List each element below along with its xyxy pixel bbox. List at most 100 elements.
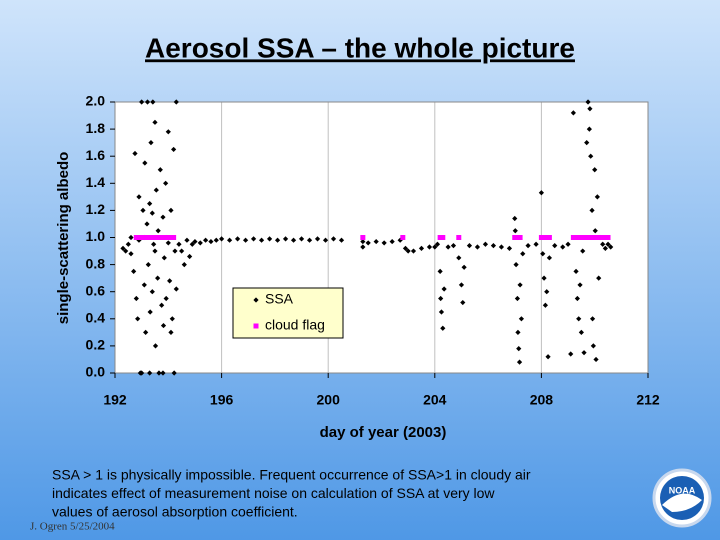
ssa-point — [574, 295, 580, 302]
ssa-point — [525, 243, 531, 249]
ssa-point — [538, 190, 544, 196]
cloud-flag-point — [360, 235, 366, 240]
ssa-point — [490, 243, 497, 249]
ssa-point — [389, 238, 395, 245]
cloud-flag-point — [584, 235, 590, 240]
y-tick-label: 1.2 — [86, 201, 106, 217]
ssa-point — [187, 253, 193, 260]
ssa-point — [159, 302, 165, 308]
ssa-point — [149, 289, 155, 295]
ssa-point — [360, 244, 366, 250]
ssa-point — [197, 240, 203, 246]
x-tick-label: 196 — [210, 392, 234, 408]
cloud-flag-point — [541, 235, 547, 240]
ssa-point — [592, 228, 598, 234]
cloud-flag-point — [163, 235, 169, 240]
ssa-point — [163, 180, 169, 186]
ssa-point — [440, 325, 446, 331]
ssa-point — [573, 268, 579, 274]
legend-swatch — [253, 323, 259, 329]
y-tick-label: 0.8 — [86, 255, 106, 271]
ssa-point — [145, 262, 151, 268]
ssa-point — [592, 167, 598, 173]
legend-swatch — [253, 297, 259, 303]
cloud-flag-point — [149, 235, 155, 240]
ssa-point — [586, 126, 592, 132]
ssa-point — [144, 99, 151, 105]
y-tick-label: 0.2 — [86, 337, 106, 353]
ssa-point — [160, 322, 167, 329]
ssa-point — [168, 329, 174, 335]
y-tick-label: 0.4 — [86, 310, 106, 326]
ssa-point — [513, 262, 519, 268]
ssa-point — [147, 370, 153, 376]
cloud-flag-point — [157, 235, 163, 240]
ssa-point — [155, 275, 161, 281]
ssa-point — [432, 244, 438, 250]
cloud-flag-point — [133, 235, 139, 240]
ssa-point — [402, 245, 409, 251]
ssa-point — [152, 248, 158, 254]
cloud-flag-point — [144, 235, 150, 240]
ssa-point — [596, 275, 602, 281]
note-line: values of aerosol absorption coefficient… — [52, 504, 298, 520]
ssa-point — [589, 316, 596, 322]
credit: J. Ogren 5/25/2004 — [30, 521, 115, 533]
ssa-point — [540, 251, 546, 257]
ssa-point — [560, 244, 566, 250]
legend — [232, 287, 344, 339]
legend-entries: SSA cloud flag — [253, 291, 325, 333]
logo-wave — [662, 493, 702, 512]
ssa-point — [542, 302, 548, 308]
ssa-point — [155, 228, 161, 234]
ssa-point — [576, 316, 582, 322]
ssa-point — [132, 150, 138, 157]
y-axis-label: single-scattering albedo — [55, 152, 72, 325]
ssa-point — [426, 244, 433, 250]
ssa-point — [360, 238, 366, 245]
cloud-flag-point — [602, 235, 608, 240]
ssa-point — [147, 201, 153, 207]
ssa-point — [139, 99, 145, 105]
ssa-point — [397, 237, 403, 243]
ssa-point — [152, 119, 158, 125]
ssa-point — [139, 370, 145, 376]
cloud-flag-point — [512, 235, 518, 240]
cloud-flag-point — [168, 235, 174, 240]
cloud-flag-point — [136, 235, 142, 240]
cloud-flag-point — [600, 235, 606, 240]
ssa-point — [152, 343, 159, 349]
y-tick-label: 1.6 — [86, 147, 106, 163]
ssa-point — [516, 359, 523, 365]
ssa-point — [545, 354, 551, 360]
ssa-point — [151, 241, 157, 247]
ssa-point — [584, 140, 590, 146]
y-tick-label: 2.0 — [86, 93, 106, 109]
cloud-flag-point — [400, 235, 406, 240]
ssa-point — [461, 264, 467, 270]
ssa-point — [266, 236, 273, 242]
ssa-point — [581, 350, 587, 356]
ssa-point — [181, 262, 187, 268]
legend-label: cloud flag — [265, 317, 325, 333]
ssa-point — [135, 316, 141, 322]
x-tick-label: 208 — [530, 392, 554, 408]
ssa-point — [438, 295, 444, 302]
ssa-point — [418, 245, 425, 251]
ssa-point — [213, 237, 219, 243]
ssa-point — [338, 237, 345, 243]
ssa-point — [587, 106, 593, 112]
x-tick-label: 192 — [103, 392, 127, 408]
ssa-point — [314, 236, 321, 242]
cloud-flag-point — [576, 235, 582, 240]
cloud-flag-point — [589, 235, 595, 240]
legend-label: SSA — [265, 291, 294, 307]
ssa-point — [153, 187, 159, 193]
ssa-point — [171, 146, 177, 153]
cloud-flag-point — [597, 235, 603, 240]
ssa-point — [163, 295, 169, 302]
cloud-flag-point — [152, 235, 158, 240]
cloud-flag-point — [514, 235, 520, 240]
ssa-point — [298, 236, 305, 242]
